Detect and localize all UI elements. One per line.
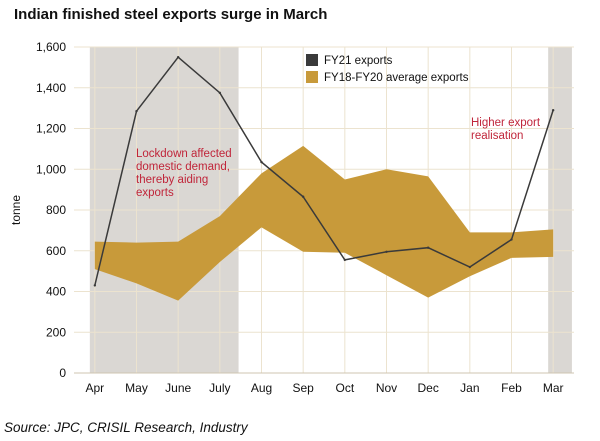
fy21-point-mar	[551, 108, 555, 112]
y-tick-label: 400	[46, 285, 66, 299]
fy21-point-aug	[260, 160, 263, 164]
y-tick-label: 200	[46, 325, 66, 339]
average-band-area	[94, 145, 554, 301]
annotation-line: exports	[136, 187, 174, 199]
fy21-point-jan	[468, 265, 472, 269]
legend-label-average: FY18-FY20 average exports	[324, 72, 469, 84]
x-tick-label: Jan	[460, 381, 479, 395]
legend-swatch-average	[306, 71, 318, 83]
x-tick-label: May	[125, 381, 148, 395]
annotation-line: Higher export	[471, 117, 541, 129]
x-tick-label: June	[165, 381, 191, 395]
y-tick-label: 1,600	[36, 40, 66, 54]
fy21-line	[93, 55, 555, 287]
annotation-line: realisation	[471, 130, 523, 142]
x-tick-label: Aug	[251, 381, 272, 395]
chart-title: Indian finished steel exports surge in M…	[14, 6, 328, 23]
x-tick-label: Dec	[417, 381, 438, 395]
fy21-point-dec	[426, 246, 430, 249]
annotation-line: domestic demand,	[136, 161, 230, 173]
legend: FY21 exports FY18-FY20 average exports	[306, 54, 469, 84]
x-tick-label: Feb	[501, 381, 522, 395]
y-tick-label: 0	[59, 366, 66, 380]
fy21-point-july	[218, 91, 222, 95]
y-tick-label: 600	[46, 244, 66, 258]
x-tick-label: Apr	[85, 381, 104, 395]
legend-label-fy21: FY21 exports	[324, 55, 393, 67]
annotations: Lockdown affected domestic demand, thereby…	[136, 117, 541, 199]
fy21-point-may	[135, 109, 138, 113]
fy21-point-oct	[343, 258, 347, 262]
annotation-lockdown: Lockdown affected domestic demand, thereby…	[136, 148, 232, 199]
fy21-point-june	[176, 55, 180, 59]
y-tick-label: 800	[46, 203, 66, 217]
y-axis-label: tonne	[9, 195, 23, 225]
y-tick-label: 1,200	[36, 122, 66, 136]
x-tick-label: Nov	[376, 381, 397, 395]
x-tick-label: Sep	[292, 381, 314, 395]
fy21-point-nov	[385, 250, 388, 253]
fy21-line-path	[94, 56, 554, 286]
chart-source: Source: JPC, CRISIL Research, Industry	[4, 420, 248, 435]
fy21-point-apr	[93, 284, 97, 287]
average-band	[94, 145, 554, 301]
fy21-point-sep	[301, 195, 305, 198]
y-tick-label: 1,400	[36, 81, 66, 95]
annotation-higher-export: Higher export realisation	[471, 117, 541, 142]
fy21-point-feb	[510, 238, 513, 241]
x-tick-label: Mar	[543, 381, 564, 395]
legend-swatch-fy21	[306, 54, 318, 66]
x-tick-label: Oct	[335, 381, 354, 395]
x-tick-label: July	[209, 381, 230, 395]
annotation-line: Lockdown affected	[136, 148, 232, 160]
annotation-line: thereby aiding	[136, 174, 208, 186]
y-tick-label: 1,000	[36, 162, 66, 176]
axes: 0 200 400 600 800 1,000 1,200 1,400 1,600 Apr May J…	[9, 40, 574, 395]
